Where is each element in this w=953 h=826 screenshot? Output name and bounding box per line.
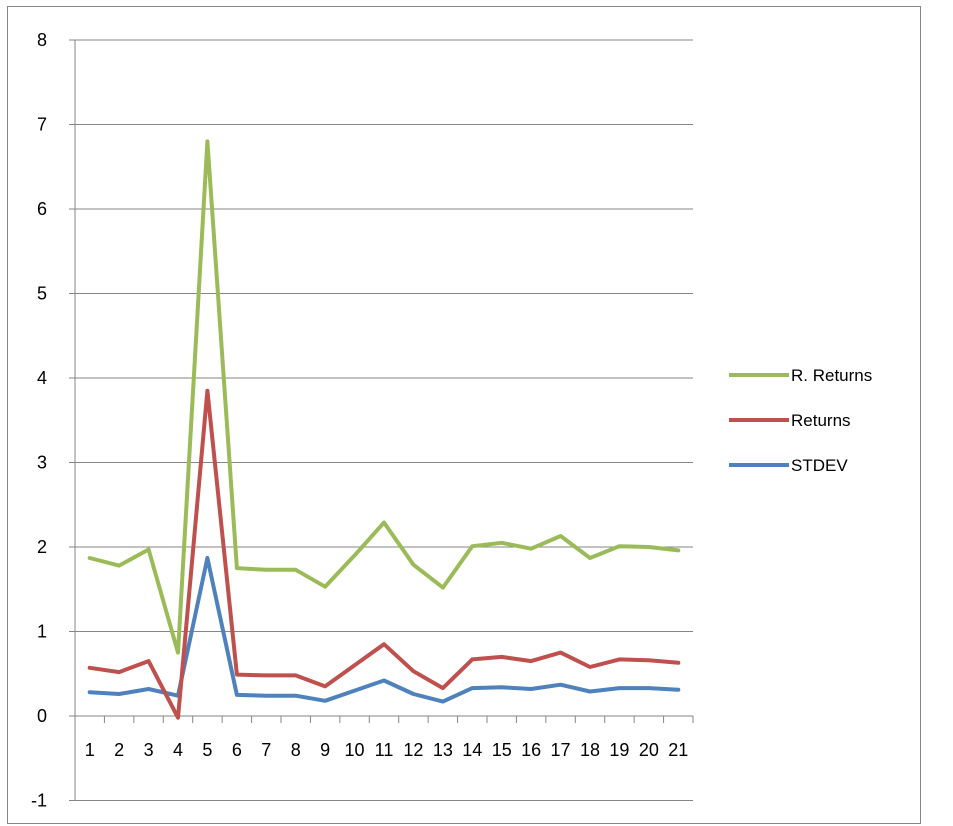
x-tick-label: 15 — [492, 740, 512, 760]
series-line-r-returns — [87, 139, 681, 655]
y-tick-label: 1 — [37, 622, 47, 642]
x-tick-label: 10 — [345, 740, 365, 760]
y-tick-label: 2 — [37, 537, 47, 557]
y-tick-label: 7 — [37, 115, 47, 135]
y-tick-label: 8 — [37, 30, 47, 50]
x-tick-label: 1 — [85, 740, 95, 760]
legend-label-r-returns: R. Returns — [791, 366, 872, 385]
x-tick-label: 14 — [462, 740, 482, 760]
y-tick-label: 4 — [37, 368, 47, 388]
x-tick-label: 13 — [433, 740, 453, 760]
x-axis-tick-labels: 1 2 3 4 5 6 7 8 9 10 11 12 13 14 15 16 17 18 19 20 21 — [85, 740, 689, 760]
chart-area: 8 7 6 5 4 3 2 1 0 -1 1 2 3 4 5 6 7 8 9 10 11 12 13 14 15 16 17 18 1… — [7, 6, 921, 824]
x-tick-label: 17 — [551, 740, 571, 760]
legend-label-returns: Returns — [791, 411, 851, 430]
x-tick-label: 4 — [173, 740, 183, 760]
y-tick-label: 3 — [37, 453, 47, 473]
x-tick-label: 12 — [403, 740, 423, 760]
x-tick-label: 3 — [144, 740, 154, 760]
y-tick-label: -1 — [31, 791, 47, 811]
x-tick-label: 2 — [114, 740, 124, 760]
y-tick-label: 0 — [37, 706, 47, 726]
x-tick-label: 5 — [202, 740, 212, 760]
legend: R. Returns Returns STDEV — [729, 366, 872, 475]
series-line-stdev — [87, 556, 681, 704]
y-tick-label: 5 — [37, 284, 47, 304]
x-tick-label: 18 — [580, 740, 600, 760]
x-tick-label: 7 — [261, 740, 271, 760]
x-tick-label: 21 — [668, 740, 688, 760]
x-tick-label: 8 — [291, 740, 301, 760]
plot-series — [87, 139, 681, 720]
axes — [69, 40, 694, 801]
x-tick-label: 16 — [521, 740, 541, 760]
y-tick-label: 6 — [37, 199, 47, 219]
gridlines — [69, 39, 693, 801]
y-axis-tick-labels: 8 7 6 5 4 3 2 1 0 -1 — [31, 30, 47, 811]
x-tick-label: 19 — [609, 740, 629, 760]
series-line-returns — [87, 388, 681, 720]
x-tick-label: 11 — [375, 740, 394, 760]
x-tick-label: 9 — [320, 740, 330, 760]
x-tick-label: 20 — [639, 740, 659, 760]
legend-label-stdev: STDEV — [791, 456, 848, 475]
x-tick-label: 6 — [232, 740, 242, 760]
